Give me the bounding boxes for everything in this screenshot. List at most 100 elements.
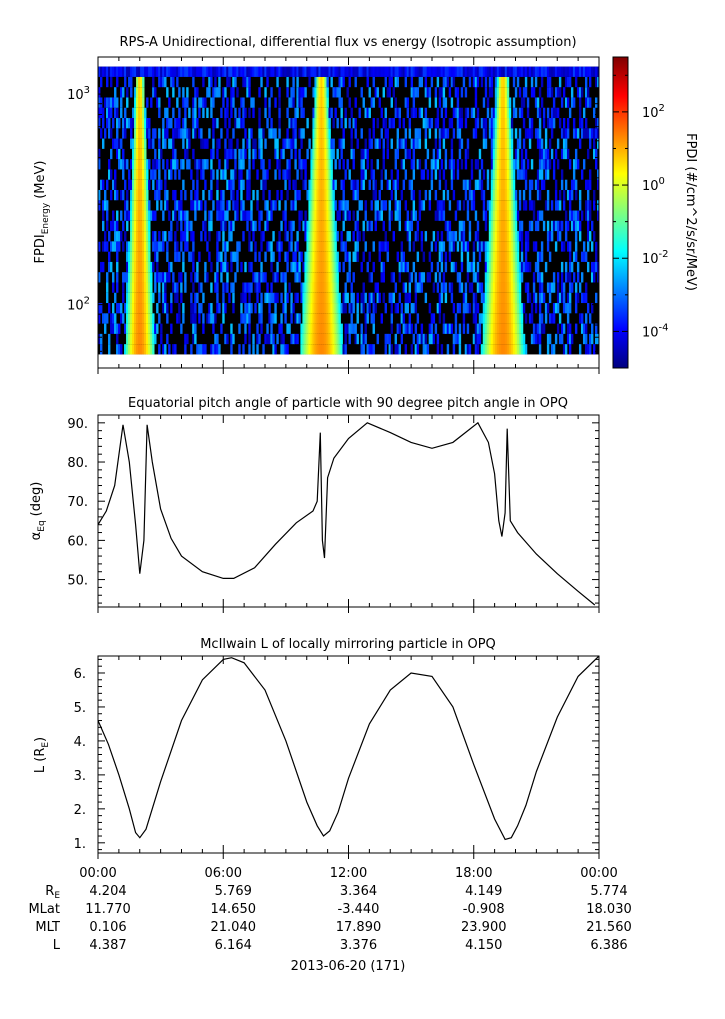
heatmap-cell bbox=[382, 87, 385, 98]
heatmap-cell bbox=[382, 261, 385, 273]
heatmap-cell bbox=[240, 179, 243, 190]
heatmap-cell bbox=[596, 76, 599, 88]
heatmap-cell bbox=[520, 66, 524, 77]
heatmap-cell bbox=[318, 189, 321, 201]
heatmap-cell bbox=[404, 169, 408, 180]
heatmap-cell bbox=[206, 87, 209, 98]
heatmap-cell bbox=[402, 323, 406, 334]
heatmap-cell bbox=[136, 107, 139, 119]
heatmap-cell bbox=[238, 148, 241, 160]
heatmap-cell bbox=[168, 118, 171, 129]
heatmap-cell bbox=[524, 76, 528, 88]
heatmap-cell bbox=[444, 148, 448, 160]
heatmap-cell bbox=[382, 148, 385, 160]
heatmap-cell bbox=[470, 169, 474, 180]
heatmap-cell bbox=[356, 303, 359, 314]
heatmap-row bbox=[100, 344, 596, 355]
heatmap-cell bbox=[538, 251, 542, 262]
heatmap-cell bbox=[138, 128, 141, 139]
heatmap-cell bbox=[568, 210, 572, 221]
heatmap-cell bbox=[302, 323, 305, 334]
heatmap-cell bbox=[284, 303, 287, 314]
heatmap-cell bbox=[126, 189, 129, 201]
heatmap-cell bbox=[246, 87, 249, 98]
heatmap-cell bbox=[240, 66, 243, 77]
heatmap-cell bbox=[346, 210, 349, 221]
heatmap-cell bbox=[268, 107, 271, 119]
heatmap-cell bbox=[438, 148, 442, 160]
heatmap-cell bbox=[586, 210, 590, 221]
heatmap-cell bbox=[400, 241, 404, 252]
heatmap-cell bbox=[526, 107, 530, 119]
heatmap-cell bbox=[208, 128, 211, 139]
heatmap-cell bbox=[216, 148, 219, 160]
heatmap-cell bbox=[168, 231, 171, 242]
heatmap-cell bbox=[524, 261, 528, 273]
heatmap-cell bbox=[424, 118, 428, 129]
heatmap-cell bbox=[398, 261, 402, 273]
heatmap-cell bbox=[330, 189, 333, 201]
heatmap-cell bbox=[182, 66, 185, 77]
heatmap-cell bbox=[254, 241, 257, 252]
heatmap-cell bbox=[502, 107, 506, 119]
heatmap-cell bbox=[328, 179, 331, 190]
heatmap-cell bbox=[468, 189, 472, 201]
heatmap-cell bbox=[500, 179, 504, 190]
heatmap-cell bbox=[190, 169, 193, 180]
heatmap-cell bbox=[534, 333, 538, 345]
heatmap-cell bbox=[150, 303, 153, 314]
heatmap-cell bbox=[494, 292, 498, 304]
heatmap-cell bbox=[130, 344, 133, 355]
heatmap-cell bbox=[578, 313, 582, 324]
heatmap-cell bbox=[264, 138, 267, 149]
heatmap-cell bbox=[506, 313, 510, 324]
heatmap-cell bbox=[182, 261, 185, 273]
heatmap-cell bbox=[496, 97, 500, 108]
heatmap-cell bbox=[590, 128, 594, 139]
heatmap-cell bbox=[382, 220, 385, 232]
heatmap-cell bbox=[180, 159, 183, 170]
heatmap-cell bbox=[498, 210, 502, 221]
heatmap-cell bbox=[442, 66, 446, 77]
heatmap-cell bbox=[462, 200, 466, 211]
heatmap-cell bbox=[300, 292, 303, 304]
heatmap-cell bbox=[318, 200, 321, 211]
heatmap-cell bbox=[146, 241, 149, 252]
heatmap-cell bbox=[366, 313, 369, 324]
heatmap-cell bbox=[364, 200, 367, 211]
heatmap-cell bbox=[450, 292, 454, 304]
heatmap-cell bbox=[382, 138, 385, 149]
heatmap-cell bbox=[114, 231, 117, 242]
heatmap-cell bbox=[192, 251, 195, 262]
heatmap-cell bbox=[144, 231, 147, 242]
heatmap-cell bbox=[568, 251, 572, 262]
heatmap-cell bbox=[494, 87, 498, 98]
heatmap-cell bbox=[124, 231, 127, 242]
heatmap-cell bbox=[318, 179, 321, 190]
heatmap-cell bbox=[154, 66, 157, 77]
heatmap-cell bbox=[588, 313, 592, 324]
heatmap-cell bbox=[560, 282, 564, 293]
heatmap-cell bbox=[232, 282, 235, 293]
heatmap-cell bbox=[390, 189, 393, 201]
heatmap-cell bbox=[194, 87, 197, 98]
heatmap-cell bbox=[106, 179, 109, 190]
heatmap-cell bbox=[458, 282, 462, 293]
heatmap-row bbox=[98, 303, 594, 314]
heatmap-cell bbox=[240, 313, 243, 324]
heatmap-cell bbox=[266, 241, 269, 252]
heatmap-cell bbox=[498, 303, 502, 314]
heatmap-cell bbox=[588, 231, 592, 242]
heatmap-cell bbox=[496, 251, 500, 262]
heatmap-cell bbox=[208, 76, 211, 88]
heatmap-cell bbox=[242, 107, 245, 119]
heatmap-cell bbox=[290, 97, 293, 108]
heatmap-cell bbox=[538, 292, 542, 304]
heatmap-cell bbox=[260, 231, 263, 242]
heatmap-cell bbox=[556, 323, 560, 334]
heatmap-cell bbox=[210, 169, 213, 180]
heatmap-cell bbox=[276, 272, 279, 283]
heatmap-cell bbox=[230, 87, 233, 98]
heatmap-row bbox=[106, 292, 598, 304]
heatmap-cell bbox=[358, 66, 361, 77]
